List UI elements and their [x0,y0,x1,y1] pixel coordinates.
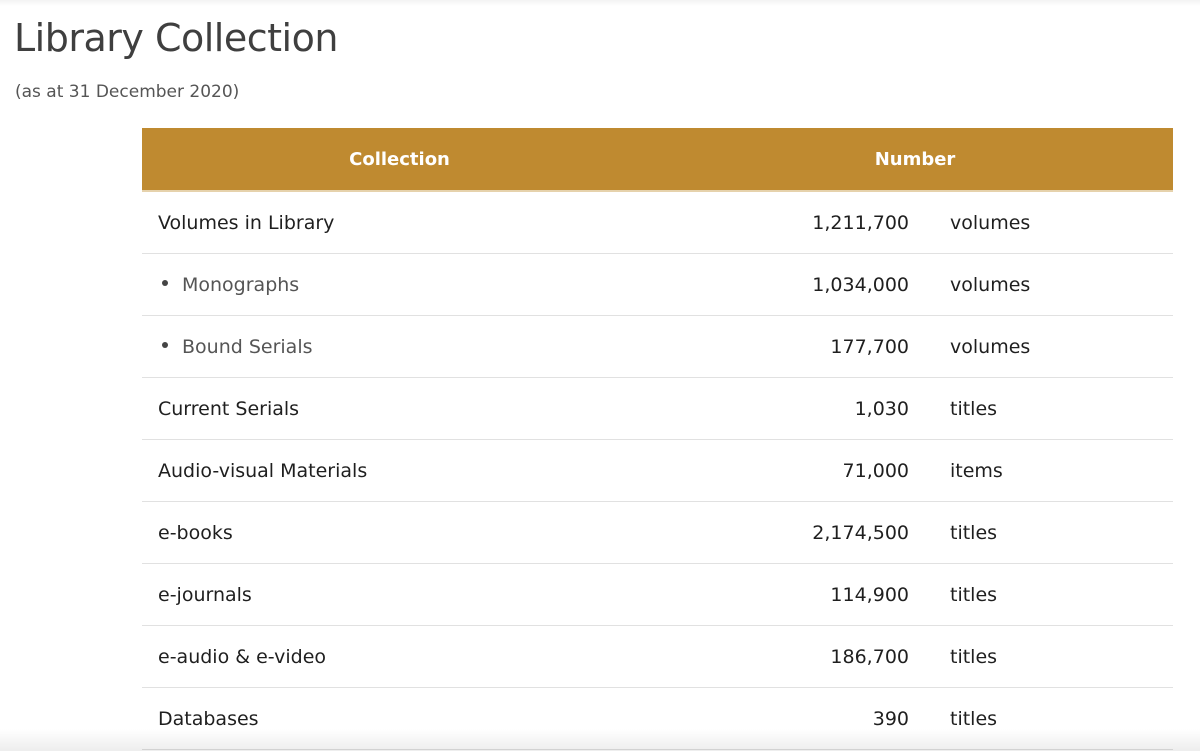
table-row: Databases 390 titles [142,687,1174,750]
row-unit: titles [909,501,1174,564]
row-unit: titles [909,687,1174,750]
table-row: e-journals 114,900 titles [142,563,1174,626]
table-row: e-audio & e-video 186,700 titles [142,625,1174,688]
table-row: Bound Serials 177,700 volumes [142,315,1174,378]
page-title: Library Collection [14,16,338,60]
row-name: Audio-visual Materials [142,439,657,502]
row-number: 1,030 [657,377,909,440]
row-name: Volumes in Library [142,191,657,254]
row-unit: titles [909,563,1174,626]
row-number: 2,174,500 [657,501,909,564]
table-row: Monographs 1,034,000 volumes [142,253,1174,316]
row-name: e-books [142,501,657,564]
row-number: 1,211,700 [657,191,909,254]
row-number: 186,700 [657,625,909,688]
table-row: Audio-visual Materials 71,000 items [142,439,1174,502]
row-name: e-journals [142,563,657,626]
row-name: Bound Serials [142,315,657,378]
row-name: Monographs [142,253,657,316]
top-edge-shadow [0,0,1200,6]
header-number: Number [657,128,1174,192]
row-number: 71,000 [657,439,909,502]
row-unit: titles [909,625,1174,688]
row-unit: volumes [909,315,1174,378]
row-name: Current Serials [142,377,657,440]
row-number: 1,034,000 [657,253,909,316]
table-row: e-books 2,174,500 titles [142,501,1174,564]
row-name: Databases [142,687,657,750]
row-unit: titles [909,377,1174,440]
row-name: e-audio & e-video [142,625,657,688]
row-unit: volumes [909,191,1174,254]
bullet-icon [162,342,168,348]
table-row: Current Serials 1,030 titles [142,377,1174,440]
table-header: Collection Number [142,128,1174,192]
row-number: 390 [657,687,909,750]
row-number: 114,900 [657,563,909,626]
table-body: Volumes in Library 1,211,700 volumes Mon… [142,191,1174,750]
page-subtitle: (as at 31 December 2020) [15,82,240,102]
row-unit: items [909,439,1174,502]
row-unit: volumes [909,253,1174,316]
row-number: 177,700 [657,315,909,378]
table-header-row: Collection Number [142,128,1174,192]
collection-table: Collection Number Volumes in Library 1,2… [142,128,1174,750]
bullet-icon [162,280,168,286]
header-collection: Collection [142,128,657,192]
table-row: Volumes in Library 1,211,700 volumes [142,191,1174,254]
